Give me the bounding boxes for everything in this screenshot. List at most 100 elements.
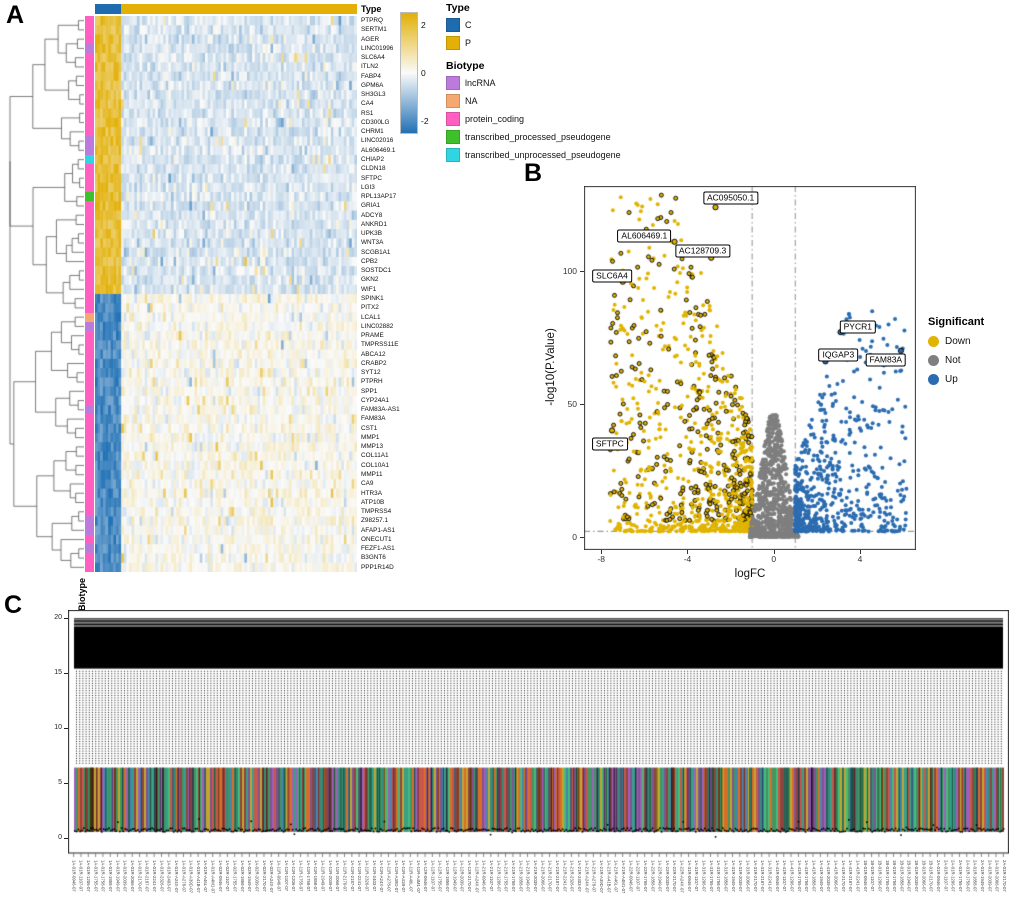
panel-c: 0 5 10 15 20 1A-01R-0946-07 1A-01R-1107-07 1A-… [0,598,1020,923]
sample-label: 1A-11R-2170-07 [342,860,348,892]
legend-label: transcribed_processed_pseudogene [465,132,611,142]
biotype-cell [85,321,94,332]
gene-label: LINC02882 [361,322,394,330]
y-tick-mark [580,403,584,405]
sample-label: 1A-01R-2326-07 [159,860,165,892]
legend-item: transcribed_processed_pseudogene [446,130,621,144]
legend-swatch [446,148,460,162]
biotype-cell [85,331,94,341]
biotype-cell [85,470,94,480]
type-legend-items: C P [446,18,472,50]
sample-label: 1A-31R-1758-07 [716,860,722,892]
x-tick-mark [773,550,775,554]
sample-label: 1B-01R-1107-07 [870,860,876,892]
sample-label: 1A-21R-A278-07 [591,860,597,893]
biotype-cell [85,173,94,183]
x-tick-mark [859,550,861,554]
legend-label: protein_coding [465,114,525,124]
sample-label: 1A-21R-A4M1-07 [620,860,626,894]
x-tick-label: -8 [597,554,606,564]
gene-label: SCGB1A1 [361,248,391,256]
x-tick-label: 0 [771,554,777,564]
x-tick-label: -4 [683,554,692,564]
sample-label: 1A-41R-2066-07 [833,860,839,892]
biotype-cell [85,488,94,498]
sample-label: 1A-41R-1755-07 [796,860,802,892]
sample-label: 1A-01R-2066-07 [129,860,135,892]
legend-dot [928,355,939,366]
sample-label: 1A-41R-2187-07 [848,860,854,892]
sample-label: 1B-01R-2170-07 [928,860,934,892]
sample-label: 2A-01R-2170-07 [1002,860,1007,892]
sample-label: 1A-21R-2039-07 [533,860,538,892]
sample-label: 1A-01R-A4M1-07 [210,860,216,894]
legend-label: transcribed_unprocessed_pseudogene [465,150,621,160]
sample-label: 1B-01R-1949-07 [906,860,912,892]
legend-item: Down [928,336,984,347]
sample-label: 1A-22R-1107-07 [635,860,641,892]
legend-swatch [446,94,460,108]
sample-label: 1A-11R-A278-07 [386,860,392,892]
gene-label: SERTM1 [361,26,387,34]
gene-label: WNT3A [361,239,384,247]
gene-label: AL606469.1 [361,146,396,154]
biotype-cell [85,154,94,165]
x-axis-label: logFC [734,568,766,580]
sample-label: 2A-01R-1206-07 [950,860,956,892]
biotype-cell [85,108,94,118]
sample-label: 1A-11R-A41B-07 [401,860,407,893]
biotype-cell [85,117,94,128]
biotype-cell [85,80,94,91]
biotype-cell [85,497,94,508]
heatmap-colorbar: 2 0 -2 [400,12,460,136]
biotype-cell [85,460,94,471]
gene-label: ITLN2 [361,63,379,71]
sample-label: 1A-11R-1206-07 [291,860,297,892]
sample-label: 1A-21R-2241-07 [562,860,568,892]
sample-label: 1A-01R-A24X-07 [173,860,179,893]
y-tick-label: 50 [567,398,577,409]
gene-label: Z98257.1 [361,517,389,525]
gene-label: SPINK1 [361,294,384,302]
biotype-cell [85,414,94,424]
gene-label: MMP11 [361,471,383,479]
sample-label: 1A-12R-0946-07 [423,860,429,892]
gene-label: PTPRQ [361,17,384,24]
sample-label: 1B-01R-1758-07 [892,860,898,892]
sample-label: 1A-11R-A4M1-07 [415,860,421,894]
biotype-cell [85,192,94,202]
x-tick-mark [601,550,603,554]
biotype-legend-title: Biotype [446,60,485,72]
sample-label: 1A-21R-1758-07 [511,860,517,892]
sample-label: 1A-11R-1755-07 [298,860,304,892]
colorbar-tick: 0 [421,68,426,78]
biotype-cell [85,127,94,137]
sample-label: 1A-12R-1949-07 [452,860,458,892]
gene-label: PPP1R14D [361,563,394,571]
type-annotation-segment-p [121,4,357,14]
biotype-cell [85,43,94,54]
significant-legend-title: Significant [928,316,985,328]
sample-label: 1B-01R-1206-07 [877,860,883,892]
sample-label: 1A-41R-2170-07 [840,860,846,892]
sample-label: 2A-01R-1755-07 [958,860,964,892]
sample-label: 1A-21R-2403-07 [576,860,582,892]
sample-label: 1B-01R-0946-07 [862,860,868,892]
sample-label: 1A-02R-0946-07 [217,860,223,892]
gene-label: TMPRSS4 [361,508,392,516]
sample-label: 1A-02R-2039-07 [254,860,260,892]
gene-label: TMPRSS11E [361,341,399,349]
sample-label: 1A-02R-1949-07 [247,860,253,892]
biotype-cell [85,201,94,211]
gene-label: RS1 [361,109,374,117]
gene-label: PRAME [361,332,384,340]
biotype-cell [85,340,94,350]
colorbar-tick: -2 [421,116,429,126]
sample-label: 1A-31R-1755-07 [708,860,714,892]
sample-label: 1A-01R-1858-07 [107,860,113,892]
biotype-cell [85,99,94,109]
volcano-canvas [584,186,916,550]
sample-label: 1A-12R-2170-07 [467,860,473,892]
legend-item: C [446,18,472,32]
sample-label: 1A-02R-A24X-07 [269,860,275,893]
